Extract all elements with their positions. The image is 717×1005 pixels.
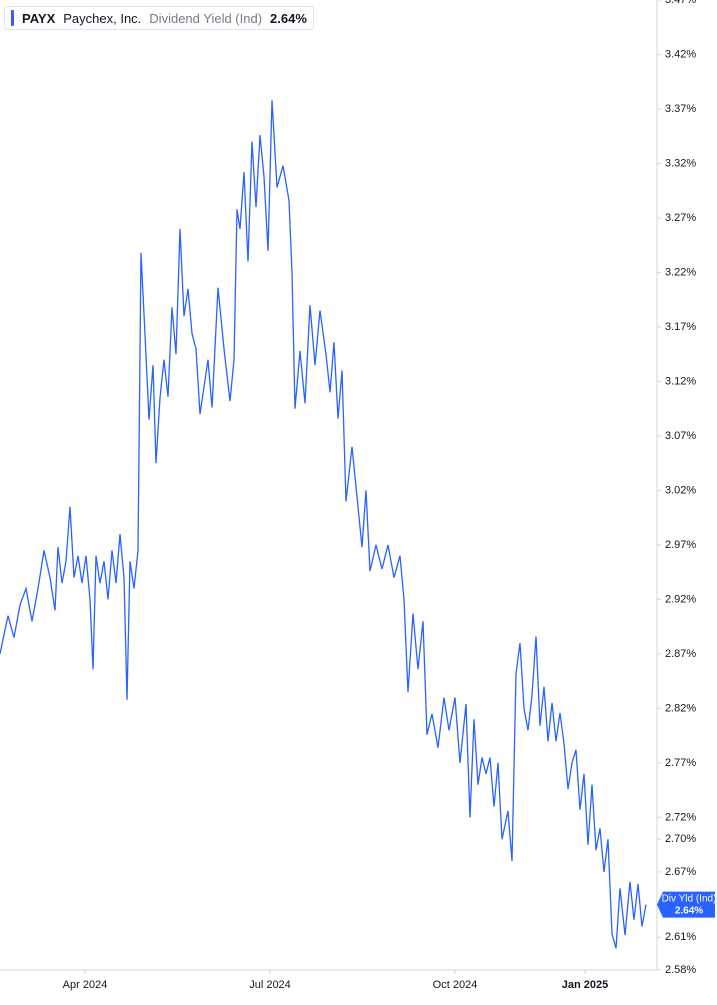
y-tick-label: 3.17% [665, 321, 696, 333]
y-tick-label: 2.92% [665, 593, 696, 605]
y-tick-label: 2.61% [665, 931, 696, 943]
price-tag-label-top: Div Yld (Ind) [662, 894, 717, 905]
legend-current-value: 2.64% [270, 11, 307, 26]
y-tick-label: 2.58% [665, 964, 696, 976]
x-tick-label: Jan 2025 [562, 979, 608, 991]
y-tick-label: 2.87% [665, 648, 696, 660]
legend-color-marker [11, 10, 14, 26]
series-line [0, 100, 646, 948]
y-tick-label: 2.67% [665, 866, 696, 878]
y-tick-label: 3.42% [665, 48, 696, 60]
y-tick-label: 3.12% [665, 375, 696, 387]
chart-area[interactable]: 3.47% 3.42% 3.37% 3.32% 3.27% 3.22% 3.17% 3.12%… [0, 0, 717, 1005]
legend-metric: Dividend Yield (Ind) [149, 11, 262, 26]
y-tick-label: 3.22% [665, 266, 696, 278]
y-tick-label: 2.97% [665, 539, 696, 551]
y-tick-label: 3.02% [665, 484, 696, 496]
x-tick-label: Oct 2024 [433, 979, 478, 991]
chart-svg: 3.47% 3.42% 3.37% 3.32% 3.27% 3.22% 3.17% 3.12%… [0, 0, 717, 1005]
y-tick-label: 3.37% [665, 103, 696, 115]
y-tick-label: 2.82% [665, 702, 696, 714]
y-tick-label: 3.27% [665, 212, 696, 224]
y-tick-label: 3.47% [665, 0, 696, 6]
chart-legend[interactable]: PAYX Paychex, Inc. Dividend Yield (Ind) … [4, 6, 314, 30]
y-tick-label: 3.32% [665, 157, 696, 169]
x-tick-label: Jul 2024 [249, 979, 291, 991]
legend-ticker: PAYX [22, 11, 55, 26]
y-tick-label: 3.07% [665, 430, 696, 442]
y-tick-label: 2.77% [665, 757, 696, 769]
legend-company-name: Paychex, Inc. [63, 11, 141, 26]
price-tag-label-bottom: 2.64% [675, 906, 703, 917]
x-tick-label: Apr 2024 [63, 979, 108, 991]
y-tick-label: 2.70% [665, 833, 696, 845]
y-tick-label: 2.72% [665, 811, 696, 823]
